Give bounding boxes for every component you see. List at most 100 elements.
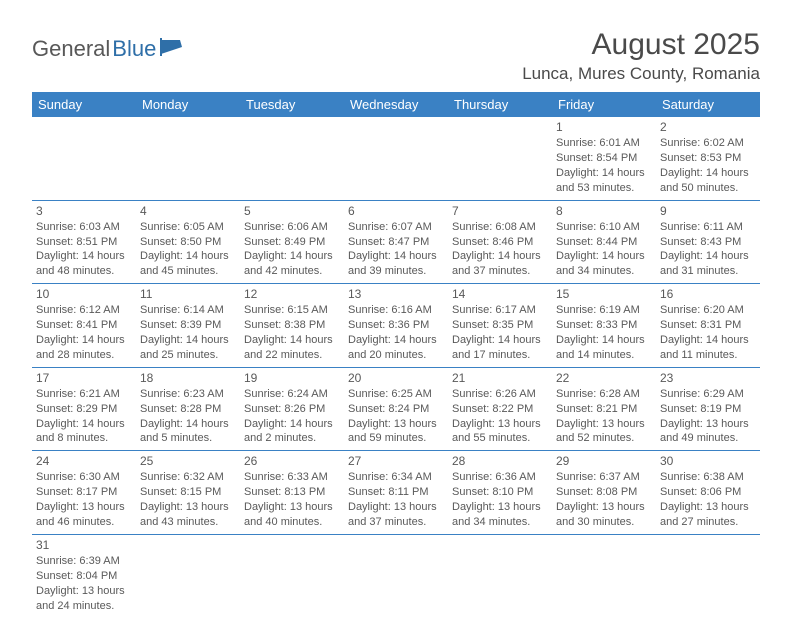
day-number: 30 (660, 453, 756, 469)
calendar-cell: 28Sunrise: 6:36 AMSunset: 8:10 PMDayligh… (448, 451, 552, 535)
sunrise-text: Sunrise: 6:33 AM (244, 470, 340, 485)
day-number: 25 (140, 453, 236, 469)
sunrise-text: Sunrise: 6:23 AM (140, 387, 236, 402)
logo-text-general: General (32, 36, 110, 62)
daylight-line2: and 43 minutes. (140, 515, 236, 530)
calendar-cell: 16Sunrise: 6:20 AMSunset: 8:31 PMDayligh… (656, 284, 760, 368)
daylight-line2: and 20 minutes. (348, 348, 444, 363)
day-number: 22 (556, 370, 652, 386)
daylight-line1: Daylight: 14 hours (244, 417, 340, 432)
sunset-text: Sunset: 8:49 PM (244, 235, 340, 250)
daylight-line2: and 34 minutes. (556, 264, 652, 279)
sunrise-text: Sunrise: 6:11 AM (660, 220, 756, 235)
calendar-cell: 5Sunrise: 6:06 AMSunset: 8:49 PMDaylight… (240, 200, 344, 284)
calendar-cell: 12Sunrise: 6:15 AMSunset: 8:38 PMDayligh… (240, 284, 344, 368)
sunset-text: Sunset: 8:39 PM (140, 318, 236, 333)
daylight-line1: Daylight: 14 hours (140, 249, 236, 264)
daylight-line1: Daylight: 13 hours (556, 500, 652, 515)
daylight-line1: Daylight: 14 hours (556, 333, 652, 348)
calendar-cell: 3Sunrise: 6:03 AMSunset: 8:51 PMDaylight… (32, 200, 136, 284)
day-number: 3 (36, 203, 132, 219)
daylight-line1: Daylight: 14 hours (36, 249, 132, 264)
sunset-text: Sunset: 8:13 PM (244, 485, 340, 500)
daylight-line1: Daylight: 13 hours (36, 584, 132, 599)
sunrise-text: Sunrise: 6:34 AM (348, 470, 444, 485)
daylight-line2: and 49 minutes. (660, 431, 756, 446)
sunset-text: Sunset: 8:33 PM (556, 318, 652, 333)
day-number: 23 (660, 370, 756, 386)
sunrise-text: Sunrise: 6:19 AM (556, 303, 652, 318)
daylight-line2: and 45 minutes. (140, 264, 236, 279)
calendar-cell (136, 534, 240, 617)
sunset-text: Sunset: 8:22 PM (452, 402, 548, 417)
calendar-cell: 31Sunrise: 6:39 AMSunset: 8:04 PMDayligh… (32, 534, 136, 617)
sunrise-text: Sunrise: 6:08 AM (452, 220, 548, 235)
sunset-text: Sunset: 8:10 PM (452, 485, 548, 500)
calendar-cell: 25Sunrise: 6:32 AMSunset: 8:15 PMDayligh… (136, 451, 240, 535)
sunset-text: Sunset: 8:31 PM (660, 318, 756, 333)
sunrise-text: Sunrise: 6:29 AM (660, 387, 756, 402)
sunset-text: Sunset: 8:28 PM (140, 402, 236, 417)
daylight-line2: and 2 minutes. (244, 431, 340, 446)
sunset-text: Sunset: 8:38 PM (244, 318, 340, 333)
sunrise-text: Sunrise: 6:10 AM (556, 220, 652, 235)
daylight-line1: Daylight: 14 hours (140, 417, 236, 432)
sunrise-text: Sunrise: 6:16 AM (348, 303, 444, 318)
col-monday: Monday (136, 92, 240, 117)
calendar-cell: 18Sunrise: 6:23 AMSunset: 8:28 PMDayligh… (136, 367, 240, 451)
day-number: 9 (660, 203, 756, 219)
flag-icon (160, 38, 184, 61)
col-wednesday: Wednesday (344, 92, 448, 117)
title-block: August 2025 Lunca, Mures County, Romania (522, 28, 760, 84)
calendar-cell (448, 534, 552, 617)
sunrise-text: Sunrise: 6:21 AM (36, 387, 132, 402)
sunset-text: Sunset: 8:47 PM (348, 235, 444, 250)
calendar-row: 17Sunrise: 6:21 AMSunset: 8:29 PMDayligh… (32, 367, 760, 451)
day-number: 11 (140, 286, 236, 302)
daylight-line2: and 37 minutes. (348, 515, 444, 530)
daylight-line1: Daylight: 14 hours (348, 249, 444, 264)
day-number: 1 (556, 119, 652, 135)
daylight-line2: and 42 minutes. (244, 264, 340, 279)
sunset-text: Sunset: 8:19 PM (660, 402, 756, 417)
calendar-cell: 9Sunrise: 6:11 AMSunset: 8:43 PMDaylight… (656, 200, 760, 284)
calendar-cell: 10Sunrise: 6:12 AMSunset: 8:41 PMDayligh… (32, 284, 136, 368)
header-row: Sunday Monday Tuesday Wednesday Thursday… (32, 92, 760, 117)
day-number: 24 (36, 453, 132, 469)
sunrise-text: Sunrise: 6:17 AM (452, 303, 548, 318)
day-number: 29 (556, 453, 652, 469)
day-number: 18 (140, 370, 236, 386)
day-number: 14 (452, 286, 548, 302)
daylight-line2: and 31 minutes. (660, 264, 756, 279)
day-number: 31 (36, 537, 132, 553)
calendar-cell (32, 117, 136, 200)
sunrise-text: Sunrise: 6:03 AM (36, 220, 132, 235)
col-thursday: Thursday (448, 92, 552, 117)
day-number: 6 (348, 203, 444, 219)
calendar-table: Sunday Monday Tuesday Wednesday Thursday… (32, 92, 760, 617)
calendar-cell: 17Sunrise: 6:21 AMSunset: 8:29 PMDayligh… (32, 367, 136, 451)
daylight-line1: Daylight: 14 hours (244, 333, 340, 348)
calendar-cell: 11Sunrise: 6:14 AMSunset: 8:39 PMDayligh… (136, 284, 240, 368)
day-number: 8 (556, 203, 652, 219)
calendar-cell: 30Sunrise: 6:38 AMSunset: 8:06 PMDayligh… (656, 451, 760, 535)
location-text: Lunca, Mures County, Romania (522, 64, 760, 84)
sunrise-text: Sunrise: 6:20 AM (660, 303, 756, 318)
daylight-line2: and 40 minutes. (244, 515, 340, 530)
calendar-cell (136, 117, 240, 200)
daylight-line1: Daylight: 14 hours (556, 166, 652, 181)
sunset-text: Sunset: 8:44 PM (556, 235, 652, 250)
daylight-line2: and 34 minutes. (452, 515, 548, 530)
sunrise-text: Sunrise: 6:02 AM (660, 136, 756, 151)
daylight-line1: Daylight: 14 hours (36, 417, 132, 432)
daylight-line2: and 39 minutes. (348, 264, 444, 279)
sunset-text: Sunset: 8:26 PM (244, 402, 340, 417)
calendar-cell (344, 117, 448, 200)
daylight-line1: Daylight: 14 hours (348, 333, 444, 348)
calendar-cell: 21Sunrise: 6:26 AMSunset: 8:22 PMDayligh… (448, 367, 552, 451)
daylight-line2: and 28 minutes. (36, 348, 132, 363)
calendar-cell (448, 117, 552, 200)
daylight-line2: and 25 minutes. (140, 348, 236, 363)
daylight-line2: and 11 minutes. (660, 348, 756, 363)
daylight-line1: Daylight: 13 hours (452, 500, 548, 515)
